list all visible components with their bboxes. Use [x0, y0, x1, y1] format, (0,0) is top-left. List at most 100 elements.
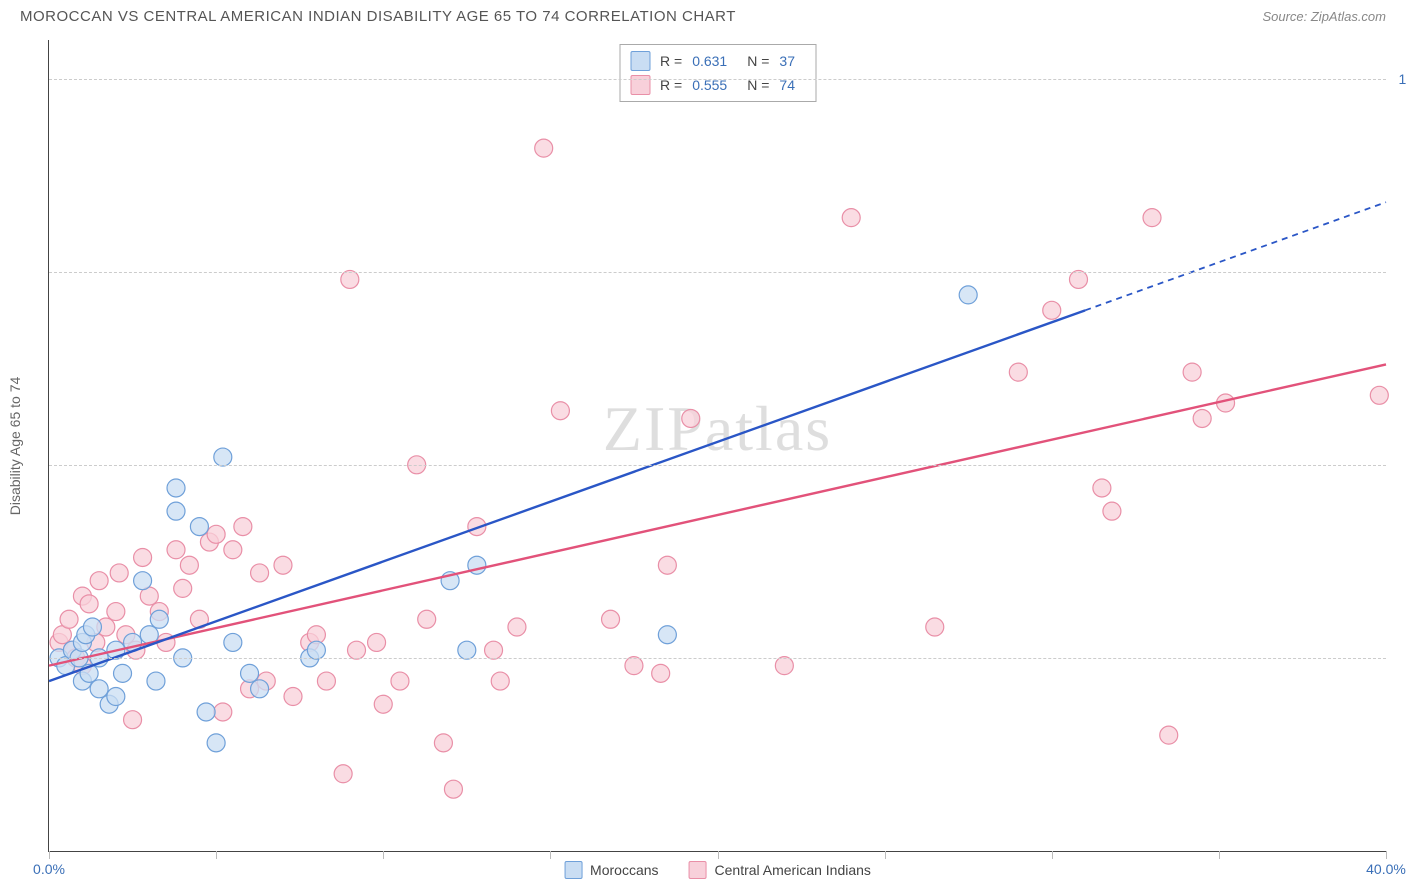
scatter-point: [150, 610, 168, 628]
x-tick-mark: [885, 851, 886, 859]
scatter-point: [224, 633, 242, 651]
x-tick-mark: [383, 851, 384, 859]
scatter-point: [107, 688, 125, 706]
series-legend: Moroccans Central American Indians: [564, 861, 871, 879]
chart-title: MOROCCAN VS CENTRAL AMERICAN INDIAN DISA…: [20, 8, 736, 25]
scatter-point: [134, 572, 152, 590]
scatter-point: [1069, 270, 1087, 288]
scatter-point: [274, 556, 292, 574]
scatter-point: [214, 448, 232, 466]
scatter-svg: [49, 40, 1386, 851]
scatter-point: [491, 672, 509, 690]
scatter-point: [535, 139, 553, 157]
scatter-point: [147, 672, 165, 690]
scatter-point: [284, 688, 302, 706]
scatter-point: [458, 641, 476, 659]
scatter-point: [842, 209, 860, 227]
scatter-point: [180, 556, 198, 574]
scatter-point: [418, 610, 436, 628]
scatter-point: [107, 603, 125, 621]
legend-label-moroccans: Moroccans: [590, 862, 658, 878]
scatter-point: [207, 525, 225, 543]
scatter-point: [83, 618, 101, 636]
y-tick-label: 100.0%: [1399, 71, 1406, 87]
scatter-point: [174, 579, 192, 597]
scatter-point: [60, 610, 78, 628]
scatter-point: [1183, 363, 1201, 381]
scatter-point: [508, 618, 526, 636]
scatter-point: [551, 402, 569, 420]
scatter-point: [658, 626, 676, 644]
scatter-point: [1160, 726, 1178, 744]
scatter-point: [602, 610, 620, 628]
scatter-point: [207, 734, 225, 752]
scatter-point: [134, 548, 152, 566]
scatter-point: [682, 409, 700, 427]
scatter-point: [374, 695, 392, 713]
swatch-central-american-icon: [689, 861, 707, 879]
scatter-point: [1093, 479, 1111, 497]
scatter-point: [1143, 209, 1161, 227]
scatter-point: [391, 672, 409, 690]
regression-line: [49, 364, 1386, 665]
scatter-point: [1103, 502, 1121, 520]
scatter-point: [167, 502, 185, 520]
legend-label-central-american: Central American Indians: [715, 862, 871, 878]
scatter-point: [124, 711, 142, 729]
source-link[interactable]: ZipAtlas.com: [1311, 9, 1386, 24]
x-tick-mark: [216, 851, 217, 859]
gridline-horizontal: [49, 272, 1386, 273]
scatter-point: [1370, 386, 1388, 404]
x-tick-mark: [49, 851, 50, 859]
scatter-point: [251, 680, 269, 698]
scatter-point: [334, 765, 352, 783]
chart-plot-area: Disability Age 65 to 74 ZIPatlas R = 0.6…: [48, 40, 1386, 852]
scatter-point: [368, 633, 386, 651]
scatter-point: [348, 641, 366, 659]
y-axis-title: Disability Age 65 to 74: [7, 376, 23, 515]
source-attribution: Source: ZipAtlas.com: [1262, 9, 1386, 24]
gridline-horizontal: [49, 79, 1386, 80]
regression-line-extrapolated: [1085, 202, 1386, 310]
scatter-point: [80, 595, 98, 613]
scatter-point: [926, 618, 944, 636]
scatter-point: [234, 518, 252, 536]
scatter-point: [341, 270, 359, 288]
x-tick-mark: [550, 851, 551, 859]
x-tick-mark: [1219, 851, 1220, 859]
scatter-point: [114, 664, 132, 682]
x-tick-mark: [1386, 851, 1387, 859]
scatter-point: [90, 572, 108, 590]
scatter-point: [224, 541, 242, 559]
scatter-point: [444, 780, 462, 798]
scatter-point: [1009, 363, 1027, 381]
scatter-point: [658, 556, 676, 574]
scatter-point: [652, 664, 670, 682]
gridline-horizontal: [49, 465, 1386, 466]
scatter-point: [434, 734, 452, 752]
x-tick-label: 40.0%: [1366, 861, 1406, 877]
scatter-point: [167, 541, 185, 559]
scatter-point: [485, 641, 503, 659]
scatter-point: [1193, 409, 1211, 427]
source-prefix: Source:: [1262, 9, 1310, 24]
x-tick-label: 0.0%: [33, 861, 65, 877]
scatter-point: [197, 703, 215, 721]
x-tick-mark: [718, 851, 719, 859]
scatter-point: [307, 641, 325, 659]
scatter-point: [90, 680, 108, 698]
chart-header: MOROCCAN VS CENTRAL AMERICAN INDIAN DISA…: [0, 0, 1406, 31]
scatter-point: [775, 657, 793, 675]
scatter-point: [625, 657, 643, 675]
legend-item-central-american: Central American Indians: [689, 861, 871, 879]
scatter-point: [251, 564, 269, 582]
gridline-horizontal: [49, 658, 1386, 659]
scatter-point: [190, 518, 208, 536]
scatter-point: [317, 672, 335, 690]
scatter-point: [167, 479, 185, 497]
scatter-point: [214, 703, 232, 721]
scatter-point: [241, 664, 259, 682]
legend-item-moroccans: Moroccans: [564, 861, 658, 879]
scatter-point: [110, 564, 128, 582]
scatter-point: [959, 286, 977, 304]
